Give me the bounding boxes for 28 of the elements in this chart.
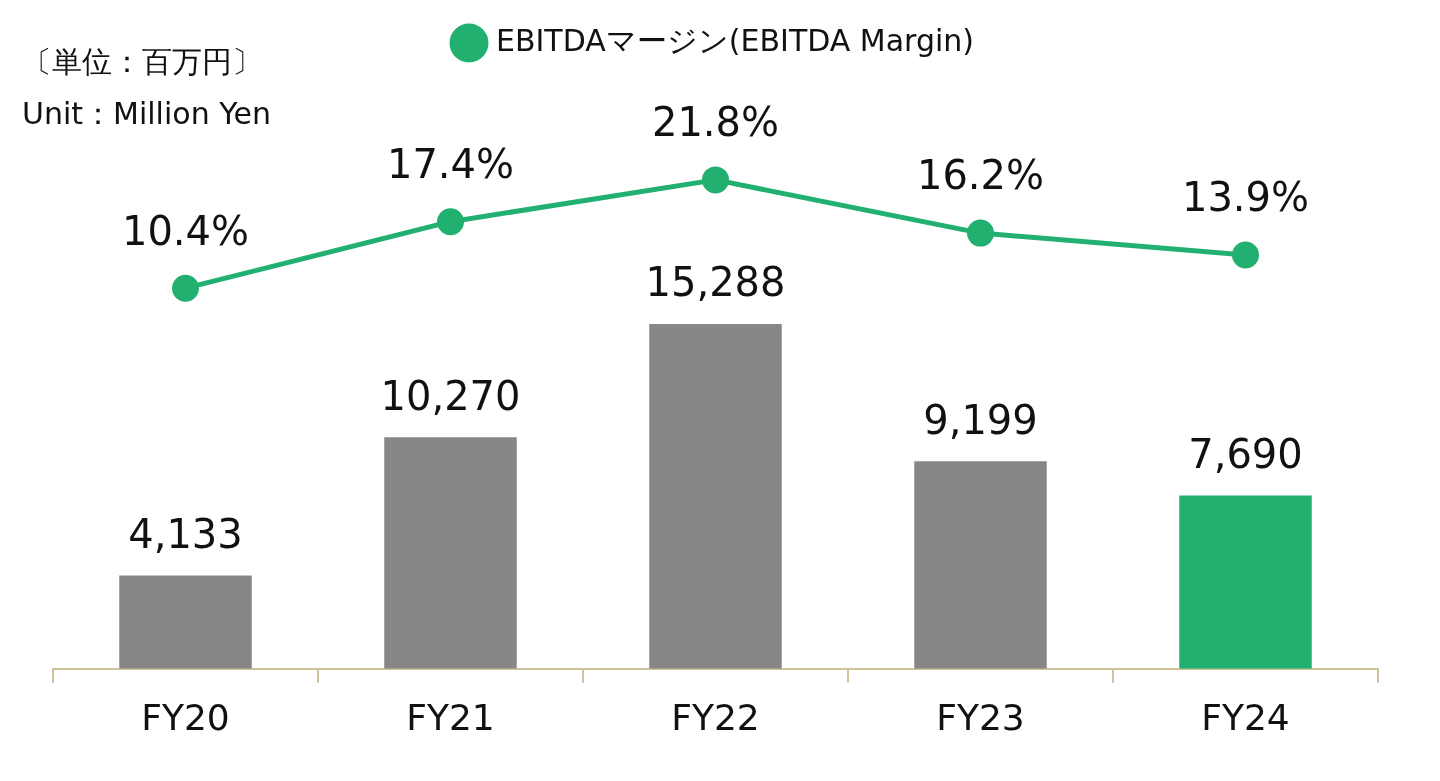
bar [119, 575, 252, 669]
point [1232, 241, 1259, 269]
data-label: 9,199 [923, 396, 1038, 443]
data-label: 16.2% [916, 152, 1045, 199]
point [702, 166, 729, 194]
data-label: 10.4% [121, 207, 250, 254]
bar [1179, 495, 1312, 669]
text: Unit：Million Yen [22, 95, 272, 133]
data-label: 13.9% [1181, 174, 1310, 221]
x-tick-label: FY23 [936, 696, 1025, 738]
data-label: 7,690 [1188, 430, 1303, 477]
legend-label: EBITDAマージン(EBITDA Margin) [495, 22, 975, 58]
x-tick-label: FY22 [671, 696, 760, 738]
bar [914, 461, 1047, 669]
point [172, 274, 199, 302]
x-tick-label: FY21 [406, 696, 495, 738]
bar [649, 324, 782, 669]
bar [384, 437, 517, 669]
data-label: 10,270 [380, 372, 521, 419]
data-label: 21.8% [651, 99, 780, 146]
data-label: 17.4% [386, 141, 515, 188]
x-tick-label: FY24 [1201, 696, 1290, 738]
x-tick-label: FY20 [141, 696, 230, 738]
point [437, 208, 464, 236]
data-label: 15,288 [645, 259, 786, 306]
text: 〔単位：百万円〕 [22, 43, 263, 81]
data-label: 4,133 [128, 510, 243, 557]
point [967, 219, 994, 247]
